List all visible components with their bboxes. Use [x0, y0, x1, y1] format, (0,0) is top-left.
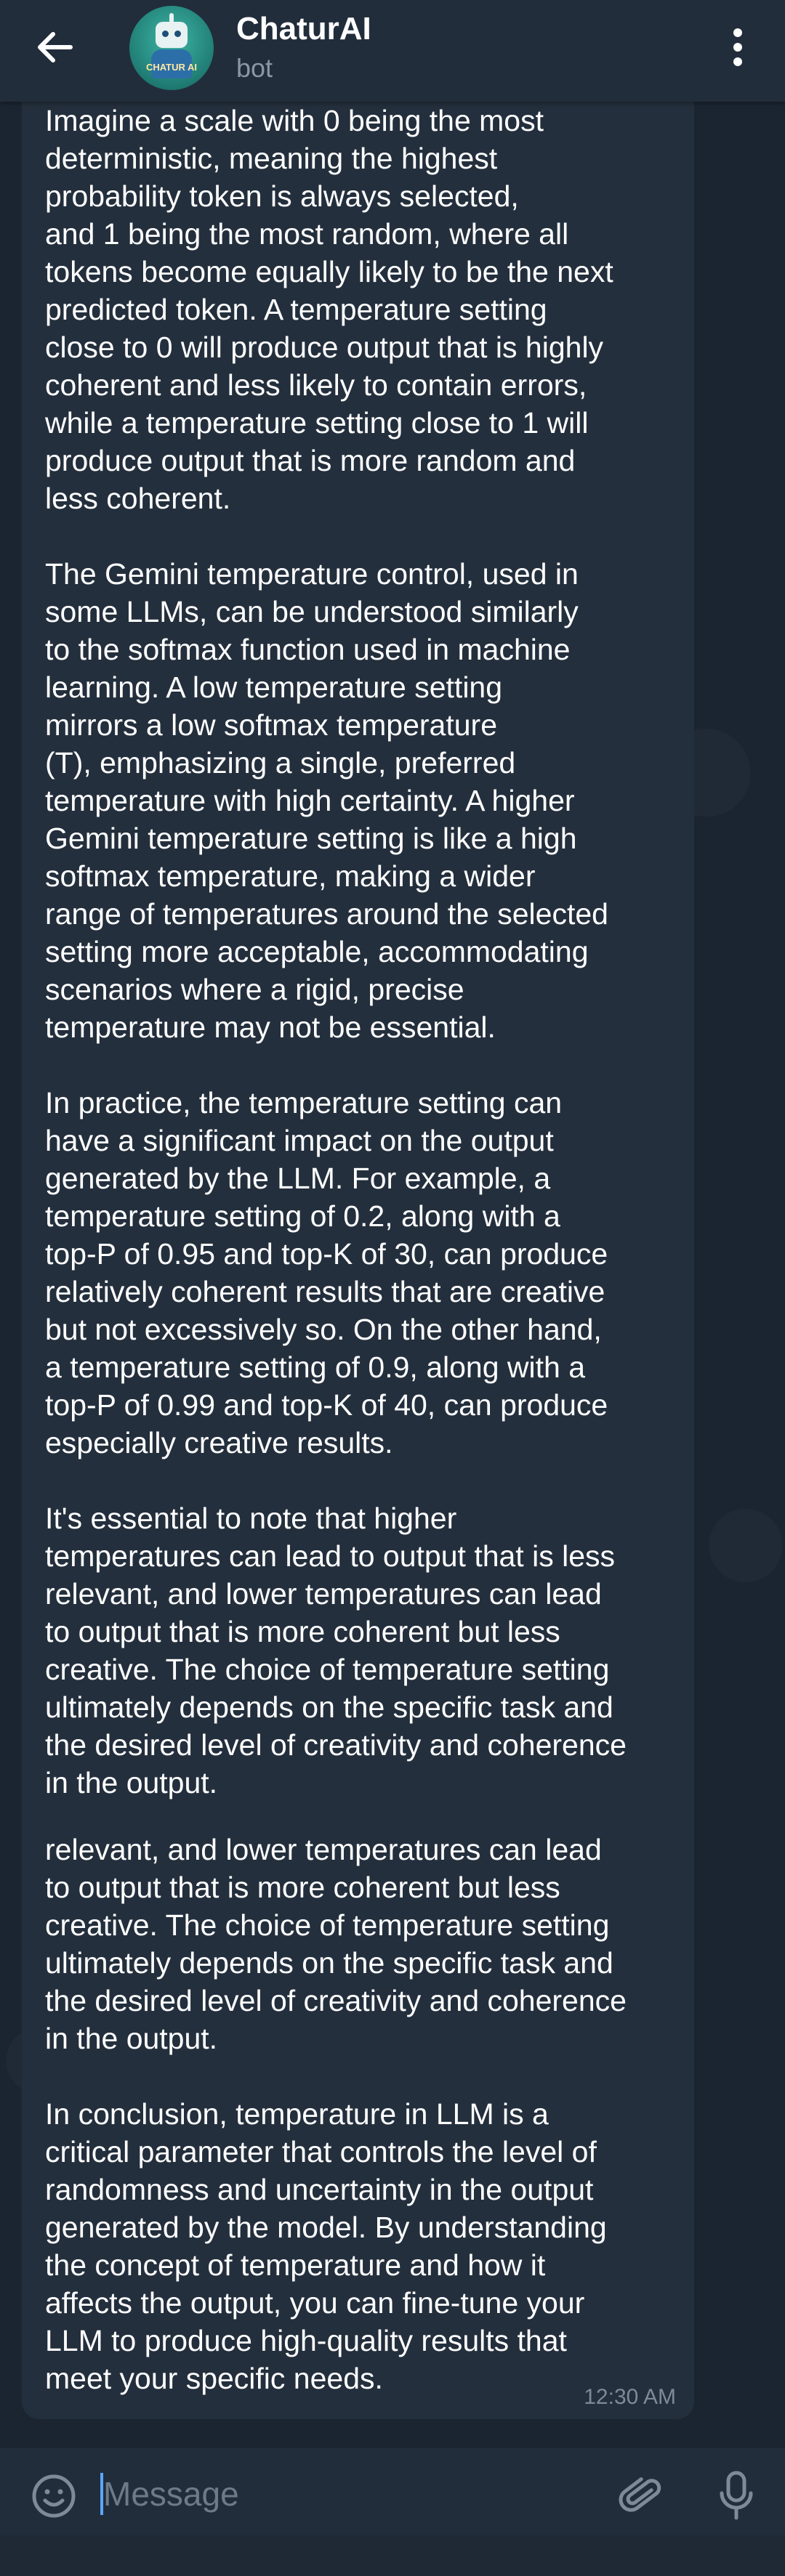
message-text: Imagine a scale with 0 being the most de… — [45, 102, 677, 2397]
attach-button[interactable] — [614, 2468, 669, 2524]
smile-icon — [32, 2474, 76, 2518]
microphone-icon — [720, 2471, 753, 2520]
bot-avatar[interactable]: CHATUR AI — [129, 6, 214, 90]
message-paragraph: It's essential to note that higher tempe… — [45, 1502, 627, 1799]
message-paragraph: relevant, and lower temperatures can lea… — [45, 1833, 627, 2055]
avatar-label: CHATUR AI — [145, 62, 198, 73]
more-options-button[interactable] — [720, 22, 756, 73]
message-paragraph: The Gemini temperature control, used in … — [45, 557, 608, 1044]
message-composer — [0, 2448, 785, 2576]
back-button[interactable] — [22, 22, 87, 73]
message-bubble[interactable] — [22, 87, 694, 2419]
message-input[interactable] — [102, 2464, 599, 2524]
emoji-button[interactable] — [26, 2468, 81, 2524]
message-timestamp: 12:30 AM — [584, 2385, 676, 2409]
arrow-left-icon — [38, 32, 73, 62]
more-vertical-icon — [733, 28, 742, 66]
message-paragraph: In practice, the temperature setting can… — [45, 1086, 608, 1459]
message-paragraph: In conclusion, temperature in LLM is a c… — [45, 2097, 607, 2395]
chat-subtitle: bot — [236, 53, 273, 83]
message-paragraph: Imagine a scale with 0 being the most de… — [45, 104, 613, 515]
voice-message-button[interactable] — [709, 2467, 764, 2525]
paperclip-icon — [619, 2477, 661, 2512]
chat-header: CHATUR AI ChaturAI bot — [0, 0, 785, 102]
chat-title[interactable]: ChaturAI — [236, 11, 371, 46]
